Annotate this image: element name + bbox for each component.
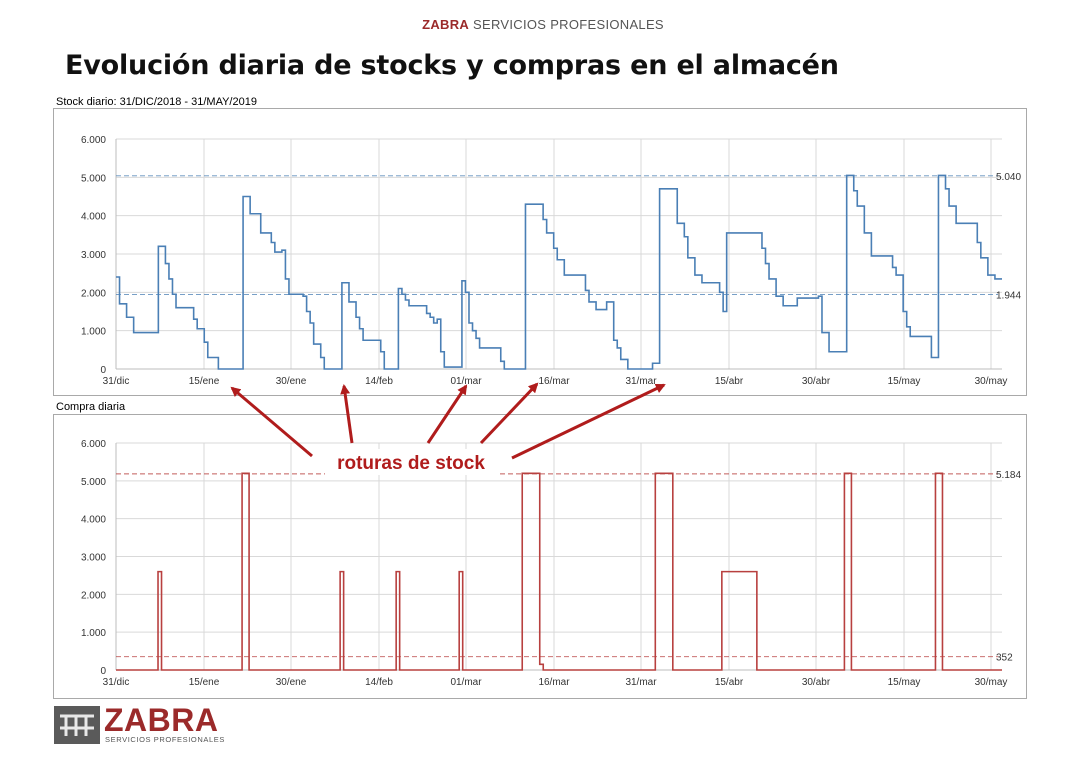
stock-y-tick-label: 3.000 [81,250,106,261]
stock-chart-title: Stock diario: 31/DIC/2018 - 31/MAY/2019 [56,96,257,108]
stock-x-tick-label: 31/dic [103,376,130,387]
stock-chart: 0 1.000 2.000 3.000 4.000 5.000 6.000 31/dic 15/… [81,135,1021,387]
stock-y-tick-label: 6.000 [81,135,106,146]
stockout-arrow [479,382,539,445]
stock-y-tick-label: 5.000 [81,173,106,184]
header-brand-tagline: SERVICIOS PROFESIONALES [473,17,664,32]
stockout-arrow [426,384,468,444]
purchase-x-tick-label: 15/abr [715,677,744,688]
purchase-x-tick-label: 30/may [975,677,1008,688]
purchase-y-tick-label: 0 [100,666,106,677]
purchase-x-tick-label: 16/mar [538,677,570,688]
annotation-label: roturas de stock [337,453,485,474]
stock-x-tick-label: 01/mar [450,376,482,387]
footer-logo-name: ZABRA [104,702,219,738]
purchase-series-line [116,472,1002,671]
stockout-annotation: roturas de stock [230,382,666,475]
purchase-y-tick-label: 5.000 [81,477,106,488]
logo-mark-icon [54,706,100,744]
purchase-x-tick-label: 31/mar [625,677,657,688]
stock-x-tick-label: 15/ene [189,376,220,387]
purchase-y-tick-label: 2.000 [81,590,106,601]
stock-reference-label: 1.944 [996,290,1021,301]
header-brand-name: ZABRA [422,17,470,32]
purchase-y-tick-label: 3.000 [81,553,106,564]
purchase-x-tick-label: 15/may [888,677,921,688]
stock-x-tick-label: 30/may [975,376,1008,387]
stockout-arrow [511,383,666,460]
footer-logo-tagline: SERVICIOS PROFESIONALES [105,735,225,744]
stock-x-tick-label: 15/abr [715,376,744,387]
purchase-y-tick-label: 1.000 [81,628,106,639]
stock-x-tick-label: 30/abr [802,376,831,387]
stockout-arrow [340,384,354,444]
footer-logo: ZABRA SERVICIOS PROFESIONALES [54,702,234,748]
purchase-x-tick-label: 31/dic [103,677,130,688]
stock-series-line [116,174,1002,370]
stockout-arrow [230,386,313,458]
purchase-chart: 0 1.000 2.000 3.000 4.000 5.000 6.000 31/dic 15/… [81,439,1021,688]
annotation-label-bg [325,449,497,475]
purchase-x-tick-label: 14/feb [365,677,393,688]
purchase-x-tick-label: 15/ene [189,677,220,688]
stock-y-tick-label: 2.000 [81,288,106,299]
stock-y-tick-label: 4.000 [81,212,106,223]
stock-x-tick-label: 16/mar [538,376,570,387]
stock-x-tick-label: 15/may [888,376,921,387]
stock-x-tick-label: 14/feb [365,376,393,387]
purchase-chart-title: Compra diaria [56,401,126,413]
purchase-reference-label: 352 [996,653,1013,664]
stock-x-tick-label: 31/mar [625,376,657,387]
purchase-x-tick-label: 01/mar [450,677,482,688]
stock-reference-label: 5.040 [996,172,1021,183]
stock-x-tick-label: 30/ene [276,376,307,387]
stock-y-tick-label: 1.000 [81,327,106,338]
purchase-y-tick-label: 6.000 [81,439,106,450]
stock-chart-frame [53,108,1027,396]
purchase-chart-frame [53,414,1027,699]
page-title: Evolución diaria de stocks y compras en … [65,50,839,81]
stock-y-tick-label: 0 [100,365,106,376]
header-brand: ZABRA SERVICIOS PROFESIONALES [0,17,1086,32]
purchase-x-tick-label: 30/ene [276,677,307,688]
purchase-reference-label: 5.184 [996,470,1021,481]
purchase-y-tick-label: 4.000 [81,515,106,526]
purchase-x-tick-label: 30/abr [802,677,831,688]
